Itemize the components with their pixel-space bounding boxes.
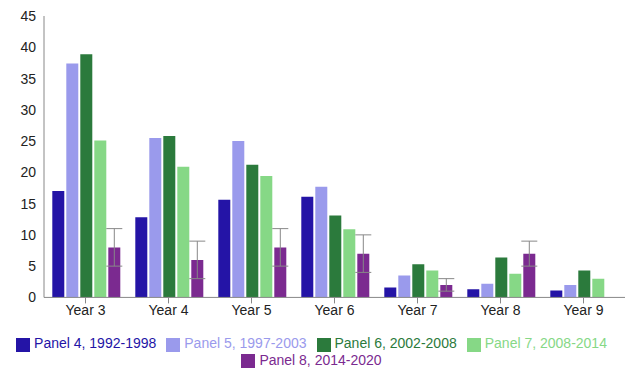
svg-text:30: 30 — [20, 102, 36, 118]
svg-text:0: 0 — [28, 289, 36, 305]
svg-text:Year 9: Year 9 — [564, 302, 604, 318]
html-text:Panel 7, 2008-2014: Panel 7, 2008-2014 — [484, 335, 607, 352]
svg-text:Year 8: Year 8 — [481, 302, 521, 318]
svg-text:15: 15 — [20, 196, 36, 212]
svg-text:5: 5 — [28, 258, 36, 274]
html-text:Panel 5, 1997-2003: Panel 5, 1997-2003 — [184, 335, 307, 352]
svg-text:Year 7: Year 7 — [398, 302, 438, 318]
svg-text:40: 40 — [20, 39, 36, 55]
svg-text:20: 20 — [20, 164, 36, 180]
html-text:Panel 4, 1992-1998: Panel 4, 1992-1998 — [34, 335, 157, 352]
svg-text:35: 35 — [20, 71, 36, 87]
svg-text:Year 3: Year 3 — [66, 302, 106, 318]
html-text:Panel 8, 2014-2020: Panel 8, 2014-2020 — [259, 351, 382, 368]
svg-text:25: 25 — [20, 133, 36, 149]
svg-text:Year 6: Year 6 — [315, 302, 355, 318]
svg-text:45: 45 — [20, 8, 36, 24]
svg-text:10: 10 — [20, 227, 36, 243]
svg-text:Year 4: Year 4 — [149, 302, 189, 318]
svg-text:Year 5: Year 5 — [232, 302, 272, 318]
html-text:Panel 6, 2002-2008: Panel 6, 2002-2008 — [334, 335, 457, 352]
